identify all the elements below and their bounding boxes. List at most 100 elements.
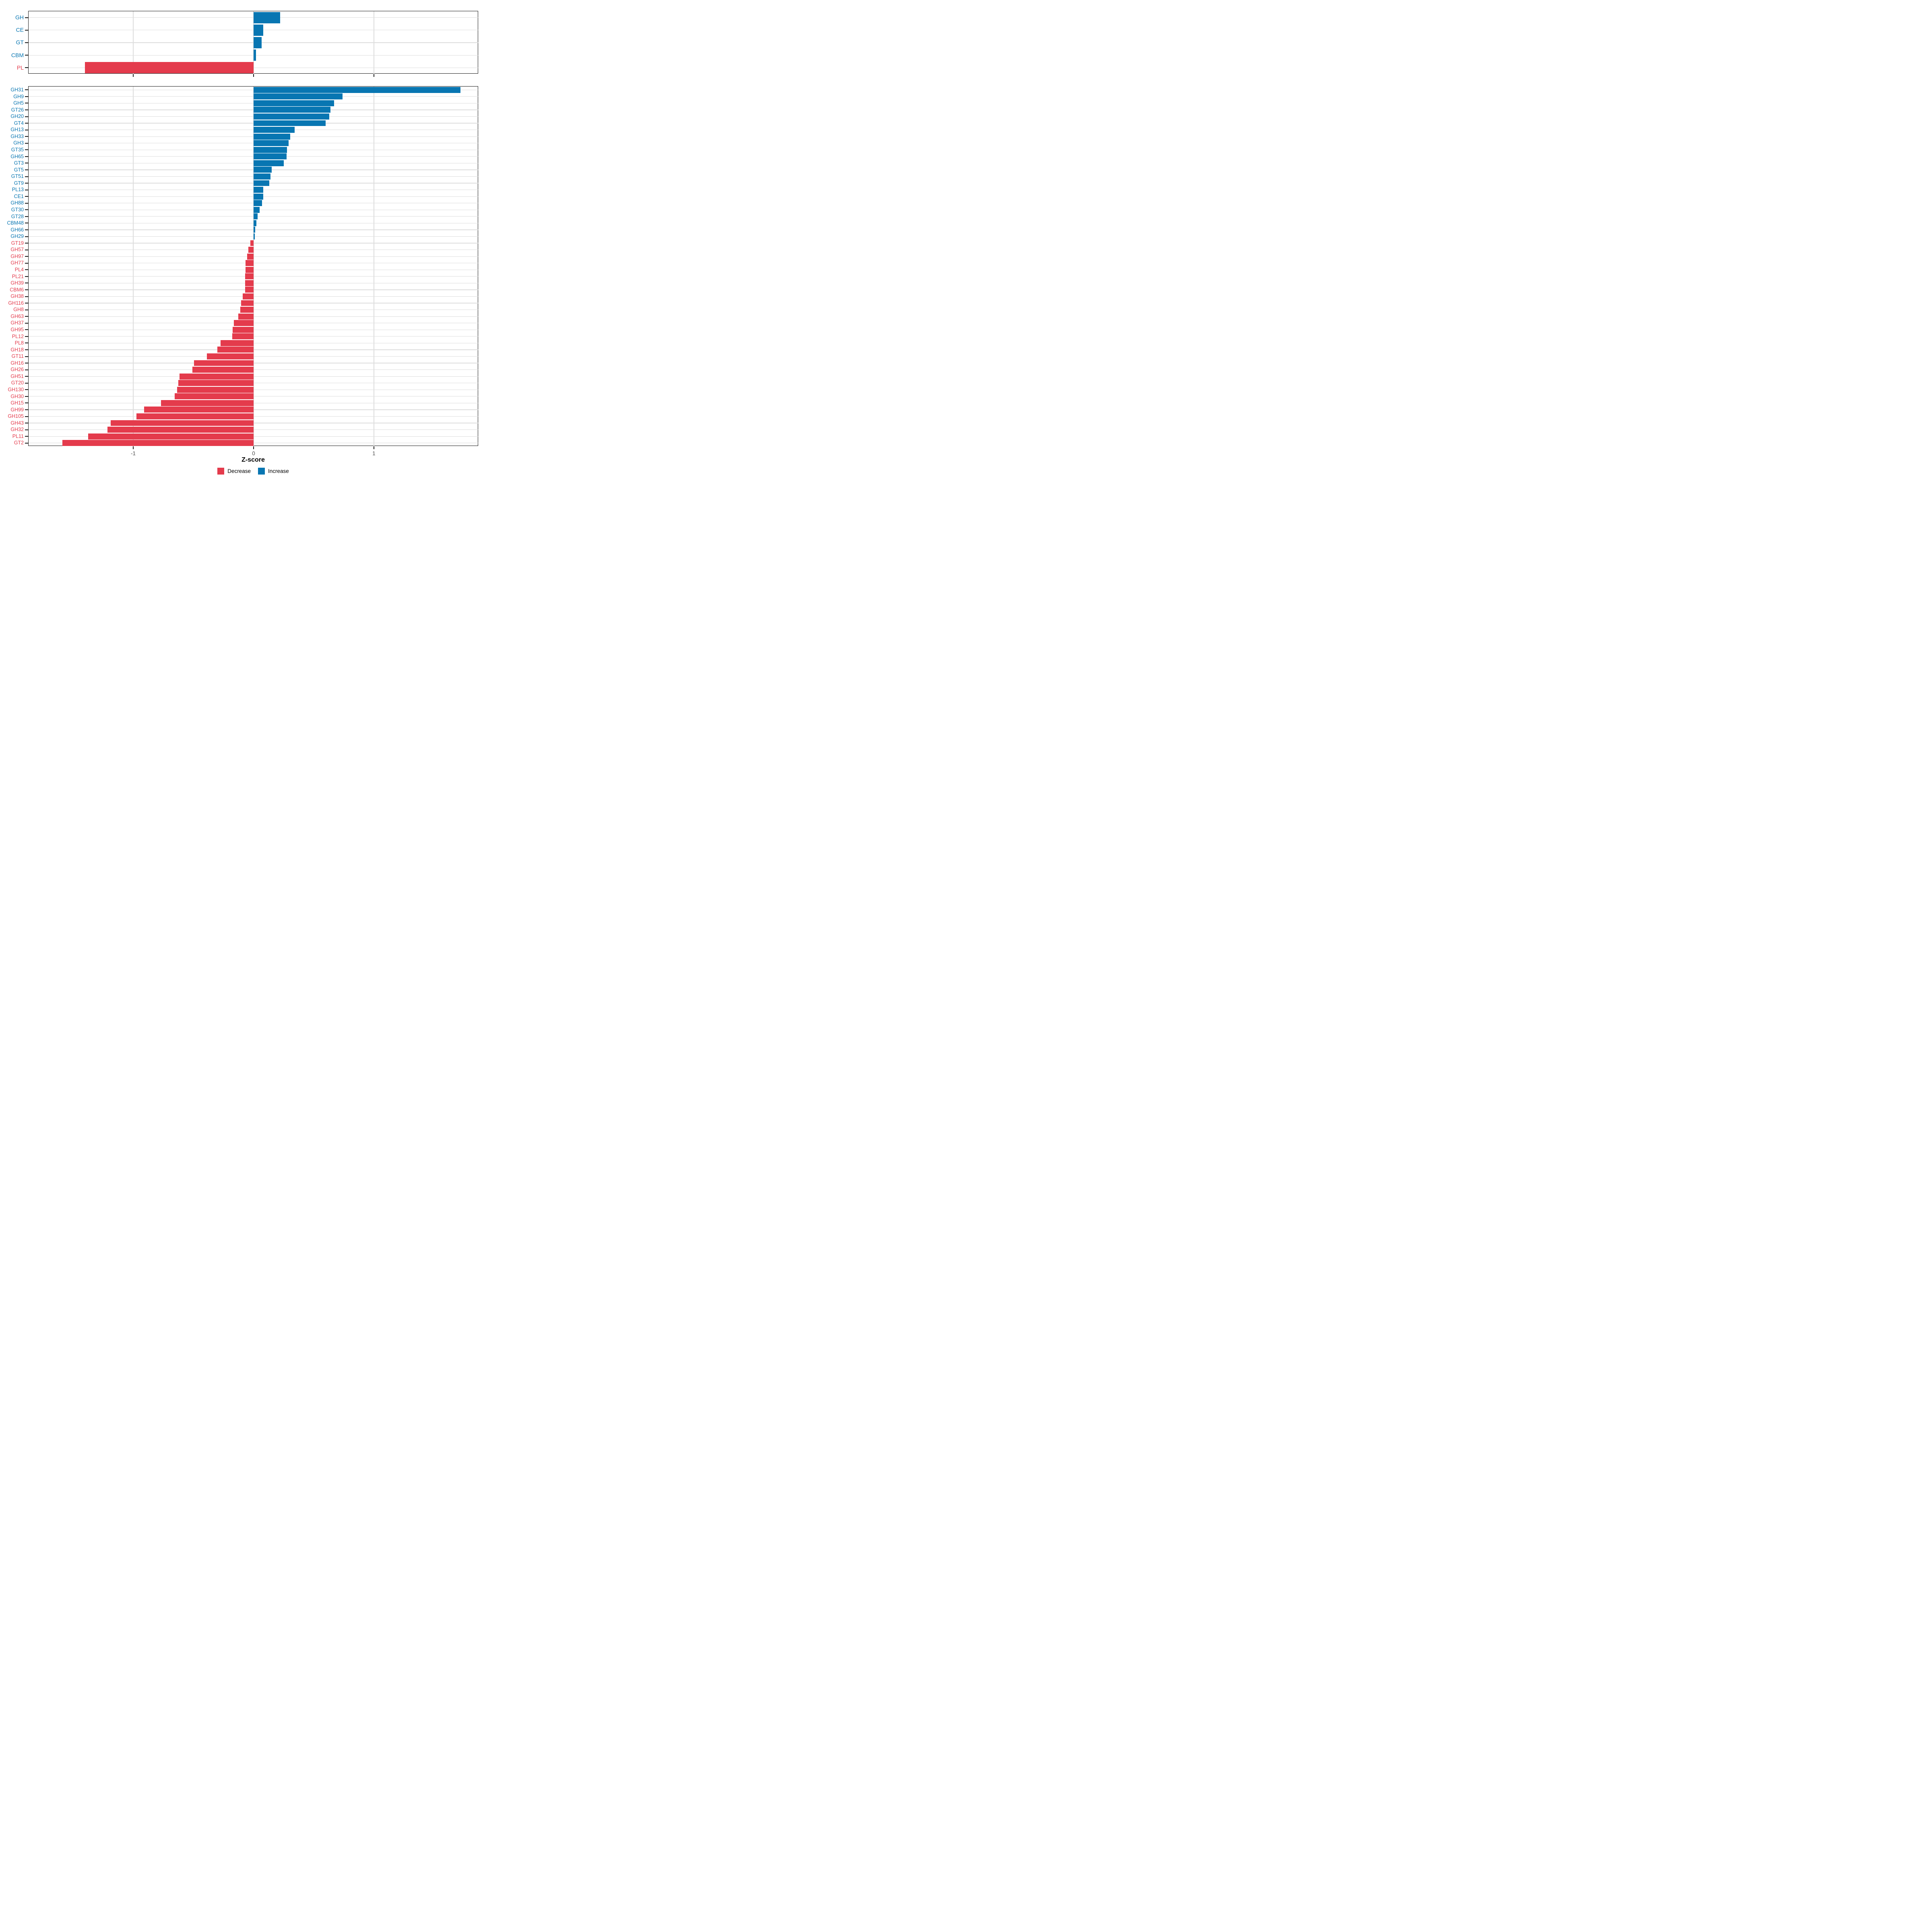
y-gridline: [29, 349, 479, 350]
bar-pl11: [88, 433, 254, 440]
bar-gh88: [254, 200, 262, 206]
category-label-pl8: PL8: [14, 340, 24, 346]
y-tick-mark: [25, 382, 28, 384]
y-gridline: [29, 316, 479, 317]
y-gridline: [29, 416, 479, 417]
bar-gh130: [177, 386, 254, 393]
category-label-gh88: GH88: [10, 200, 24, 206]
legend-swatch-increase: [258, 468, 265, 475]
category-label-gh33: GH33: [10, 133, 24, 139]
y-tick-mark: [25, 243, 28, 244]
category-label-gh5: GH5: [13, 100, 24, 106]
category-label-gh: GH: [15, 14, 24, 21]
bar-gh32: [107, 427, 254, 433]
y-gridline: [29, 409, 479, 410]
bar-gh26: [192, 367, 254, 373]
y-gridline: [29, 256, 479, 257]
bar-gh33: [254, 133, 291, 140]
category-label-gt20: GT20: [11, 380, 24, 386]
bar-gh116: [241, 300, 254, 306]
bar-gh97: [247, 253, 254, 260]
y-tick-mark: [25, 116, 28, 117]
category-label-gt26: GT26: [11, 107, 24, 113]
bar-cbm6: [245, 287, 254, 293]
x-tick-mark--1: [133, 446, 134, 449]
bar-gt4: [254, 120, 326, 126]
bar-gh18: [217, 347, 254, 353]
bar-gh43: [111, 420, 254, 426]
y-tick-mark: [25, 169, 28, 170]
category-label-cbm48: CBM48: [7, 220, 24, 226]
category-label-pl12: PL12: [12, 333, 24, 339]
y-tick-mark: [25, 156, 28, 157]
bar-gh29: [254, 233, 255, 239]
category-label-gh31: GH31: [10, 87, 24, 93]
y-tick-mark: [25, 356, 28, 357]
bar-gt3: [254, 160, 284, 166]
y-gridline: [29, 429, 479, 430]
y-tick-mark: [25, 209, 28, 211]
y-tick-mark: [25, 329, 28, 330]
category-label-cbm6: CBM6: [10, 287, 24, 293]
y-tick-mark: [25, 409, 28, 410]
bar-gh39: [245, 280, 254, 286]
bar-ce: [254, 24, 263, 36]
bar-gt2: [62, 440, 254, 446]
cazyme-family-panel: GH31 GH9 GH5 GT26 GH20 GT4 GH13 GH33 GH3 GT35 GH65…: [7, 86, 479, 456]
y-tick-mark: [25, 322, 28, 324]
y-tick-mark: [25, 149, 28, 151]
y-gridline: [29, 276, 479, 277]
y-tick-mark: [25, 336, 28, 337]
y-gridline: [29, 369, 479, 370]
category-label-gh57: GH57: [10, 247, 24, 253]
x-tick-label-1: 1: [372, 450, 376, 456]
zscore-bar-chart-figure: GH CE GT CBM PL GH31 GH9 GH5 GT26 GH20 GT4 GH13 GH3…: [0, 0, 483, 483]
y-tick-mark: [25, 256, 28, 257]
category-label-cbm: CBM: [11, 52, 24, 58]
bar-gh37: [233, 320, 254, 326]
bar-gt28: [254, 213, 258, 220]
category-label-gt11: GT11: [11, 353, 24, 359]
y-tick-mark: [25, 236, 28, 237]
category-label-gh37: GH37: [10, 320, 24, 326]
bar-gt51: [254, 173, 270, 180]
category-label-gt30: GT30: [11, 207, 24, 213]
category-label-gh18: GH18: [10, 347, 24, 353]
category-label-gh63: GH63: [10, 313, 24, 319]
y-tick-mark: [25, 55, 28, 56]
category-label-gh20: GH20: [10, 114, 24, 120]
x-tick-mark-0: [253, 446, 254, 449]
bar-cbm48: [254, 220, 257, 226]
y-tick-mark: [25, 176, 28, 177]
bar-gh105: [136, 413, 254, 419]
category-label-gt4: GT4: [14, 120, 24, 126]
bar-pl12: [232, 333, 254, 340]
bar-gt9: [254, 180, 269, 186]
bar-gt11: [206, 353, 254, 359]
x-tick-label-0: 0: [252, 450, 255, 456]
bar-gh16: [194, 360, 254, 366]
y-tick-mark: [25, 316, 28, 317]
legend: Decrease Increase: [28, 468, 478, 475]
bar-gh8: [240, 307, 254, 313]
category-label-gh116: GH116: [8, 300, 24, 306]
bar-gh66: [254, 227, 255, 233]
bar-gh31: [254, 87, 461, 93]
category-label-gt: GT: [16, 39, 24, 46]
category-label-gt3: GT3: [14, 160, 24, 166]
bar-ce1: [254, 193, 263, 200]
category-label-gt2: GT2: [14, 440, 24, 446]
bar-gh30: [174, 393, 254, 400]
y-gridline: [29, 376, 479, 377]
bar-pl13: [254, 187, 263, 193]
y-tick-mark: [25, 109, 28, 110]
bar-gt26: [254, 107, 331, 113]
bar-gt30: [254, 206, 260, 213]
y-gridline: [29, 356, 479, 357]
bar-gh13: [254, 127, 295, 133]
y-tick-mark: [25, 416, 28, 417]
category-label-gh32: GH32: [10, 427, 24, 433]
y-tick-mark: [25, 123, 28, 124]
category-label-gh16: GH16: [10, 360, 24, 366]
category-label-gh66: GH66: [10, 227, 24, 233]
